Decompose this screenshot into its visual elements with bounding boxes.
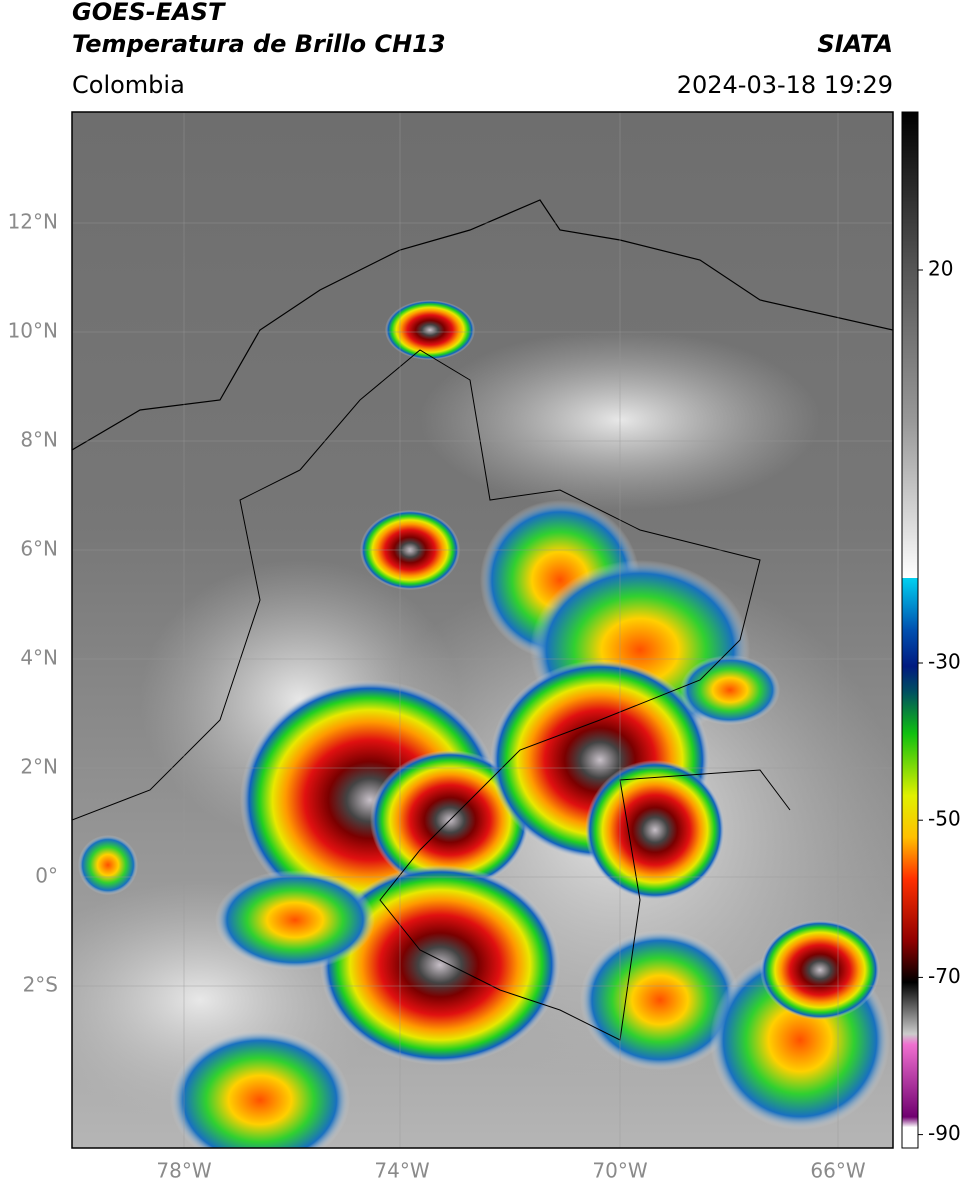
axis-labels: 12°N 10°N 8°N 6°N 4°N 2°N 0° 2°S 78°W 74°W 70°W 66°… xyxy=(8,210,866,1183)
satellite-image xyxy=(72,112,893,1148)
lon-label: 74°W xyxy=(374,1159,429,1183)
lat-label: 6°N xyxy=(20,537,58,561)
lat-label: 10°N xyxy=(8,319,58,343)
lat-label: 2°N xyxy=(20,755,58,779)
title: GOES-EAST xyxy=(72,0,226,26)
lat-label: 4°N xyxy=(20,646,58,670)
colorbar-tick-label: -90 xyxy=(928,1121,961,1145)
map-frame xyxy=(71,111,894,1149)
lat-label: 8°N xyxy=(20,428,58,452)
source: SIATA xyxy=(817,30,893,58)
colorbar-tick-label: -70 xyxy=(928,964,961,988)
title: Temperatura de Brillo CH13 xyxy=(72,30,446,58)
colorbar-tick-label: 20 xyxy=(928,257,953,281)
lon-label: 66°W xyxy=(810,1159,865,1183)
colorbar-tick-label: -30 xyxy=(928,650,961,674)
lon-label: 78°W xyxy=(156,1159,211,1183)
colorbar-ticks: 20 -30 -50 -70 -90 xyxy=(918,257,961,1145)
region: Colombia xyxy=(72,71,185,99)
colorbar-tick-label: -50 xyxy=(928,807,961,831)
lat-label: 0° xyxy=(35,864,58,888)
lat-label: 12°N xyxy=(8,210,58,234)
lon-label: 70°W xyxy=(592,1159,647,1183)
lat-label: 2°S xyxy=(23,973,58,997)
datetime: 2024-03-18 19:29 xyxy=(677,71,893,99)
colorbar xyxy=(901,111,919,1149)
